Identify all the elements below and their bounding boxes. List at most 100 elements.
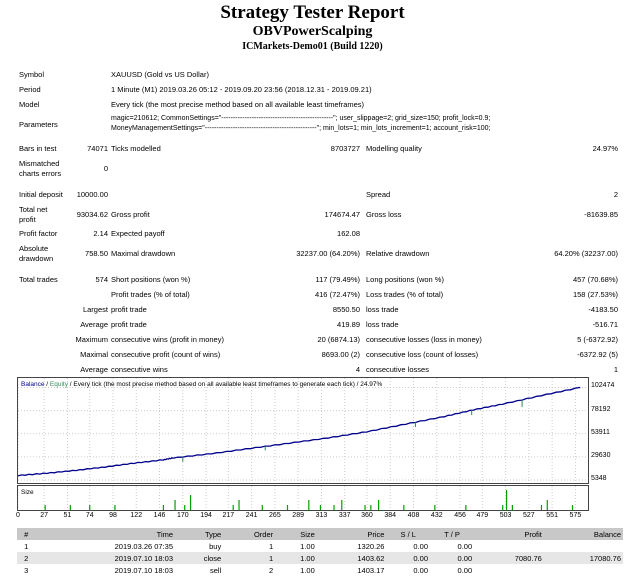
x-tick-label: 551 [546, 512, 558, 519]
short-positions-value: 117 (79.49%) [315, 275, 360, 284]
trade-cell: 7080.76 [474, 552, 544, 564]
absolute-dd-label-1: Absolute [19, 244, 49, 253]
average-profit-value: 419.89 [337, 320, 360, 329]
absolute-dd-value: 758.50 [85, 249, 108, 258]
trade-cell [544, 564, 623, 576]
consec-profit-count-label: consecutive profit (count of wins) [111, 350, 221, 359]
x-tick-label: 146 [153, 512, 166, 519]
balance-line [17, 386, 581, 477]
trade-cell: 1320.26 [357, 541, 385, 551]
mismatch-value: 0 [103, 164, 108, 173]
balance-chart: Balance / Equity / Every tick (the most … [17, 377, 589, 484]
mismatch-label-2: charts errors [19, 169, 62, 178]
trade-cell: buy [209, 541, 222, 551]
column-header: Profit [474, 528, 544, 540]
avg-consec-losses-value: 1 [613, 365, 618, 374]
bars-label: Bars in test [19, 144, 57, 153]
x-tick-label: 74 [85, 512, 94, 519]
gross-loss-value: -81639.85 [584, 210, 618, 219]
trade-cell: 3 [24, 565, 29, 575]
trade-cell: 1.00 [300, 541, 315, 551]
deposit-label: Initial deposit [19, 190, 63, 199]
column-header: Time [35, 528, 176, 540]
x-tick-label: 313 [315, 512, 328, 519]
x-tick-label: 479 [476, 512, 489, 519]
loss-trades-value: 158 (27.53%) [572, 290, 618, 299]
model-value: Every tick (the most precise method base… [111, 100, 365, 109]
column-header: Size [275, 528, 317, 540]
gross-profit-label: Gross profit [111, 210, 150, 219]
legend-separator: / [44, 381, 50, 388]
profit-trades-label: Profit trades (% of total) [111, 290, 190, 299]
column-header: Balance [543, 528, 623, 540]
trade-cell: 0.00 [457, 565, 473, 575]
expected-payoff-value: 162.08 [337, 229, 360, 238]
net-profit-value: 93034.62 [76, 210, 108, 219]
average-loss-label: loss trade [366, 320, 399, 329]
quality-label: Modelling quality [366, 144, 422, 153]
largest-loss-label: loss trade [366, 305, 399, 314]
x-tick-label: 289 [292, 512, 304, 519]
trade-row: 1 2019.03.26 07:35 buy 1 1.00 1320.26 0.00 0.00 [17, 540, 623, 552]
trade-cell: 0.00 [386, 552, 431, 564]
trade-cell: 2019.07.10 18:03 [114, 565, 174, 575]
quality-value: 24.97% [592, 144, 618, 153]
trade-cell [474, 540, 544, 552]
x-tick-label: 51 [63, 512, 72, 519]
long-positions-value: 457 (70.68%) [572, 275, 618, 284]
x-tick-label: 265 [269, 512, 281, 519]
x-tick-label: 408 [407, 512, 420, 519]
x-tick-label: 384 [384, 512, 397, 519]
trade-cell: 0.00 [457, 541, 473, 551]
spread-value: 2 [613, 190, 618, 199]
avg-consec-losses-label: consecutive losses [366, 365, 429, 374]
x-tick-label: 217 [222, 512, 235, 519]
parameters-label: Parameters [19, 120, 58, 129]
y-tick-label: 102474 [591, 382, 615, 390]
short-positions-label: Short positions (won %) [111, 275, 191, 284]
y-tick-label: 5348 [591, 475, 607, 482]
symbol-value: XAUUSD (Gold vs US Dollar) [111, 70, 209, 79]
ticks-value: 8703727 [330, 144, 360, 153]
x-tick-label: 241 [245, 512, 258, 519]
net-profit-label-2: profit [19, 215, 36, 224]
trade-cell [544, 540, 623, 552]
symbol-label: Symbol [19, 70, 45, 79]
avg-consec-wins-value: 4 [355, 365, 360, 374]
period-label: Period [19, 85, 41, 94]
bars-value: 74071 [87, 144, 108, 153]
consec-wins-money-label: consecutive wins (profit in money) [111, 335, 224, 344]
x-tick-label: 27 [40, 512, 49, 519]
ticks-label: Ticks modelled [111, 144, 161, 153]
chart-legend: Balance / Equity / Every tick (the most … [21, 380, 382, 390]
server-name: ICMarkets-Demo01 (Build 1220) [242, 41, 383, 52]
x-tick-label: 122 [130, 512, 143, 519]
period-value: 1 Minute (M1) 2019.03.26 05:12 - 2019.09… [111, 85, 372, 94]
expected-payoff-label: Expected payoff [111, 229, 165, 238]
column-header: Price [316, 528, 387, 540]
trade-cell: 0.00 [430, 552, 475, 564]
deposit-value: 10000.00 [76, 190, 108, 199]
trade-cell: 1403.17 [357, 565, 385, 575]
trade-cell: 2 [17, 552, 36, 564]
column-header: S / L [386, 528, 431, 540]
avg-consec-wins-label: consecutive wins [111, 365, 168, 374]
consec-loss-count-label: consecutive loss (count of losses) [366, 350, 479, 359]
gross-profit-value: 174674.47 [324, 210, 360, 219]
trade-cell: 2019.07.10 18:03 [35, 552, 176, 564]
model-label: Model [19, 100, 40, 109]
size-chart-title: Size [21, 489, 34, 496]
trade-row: 2 2019.07.10 18:03 close 1 1.00 1403.62 0.00 0.… [17, 552, 623, 564]
x-tick-label: 360 [361, 512, 373, 519]
x-tick-label: 456 [454, 512, 466, 519]
net-profit-label-1: Total net [19, 205, 48, 214]
spread-label: Spread [366, 190, 391, 199]
trade-cell: 1.00 [275, 552, 317, 564]
trade-cell: sell [209, 565, 222, 575]
legend-description: / Every tick (the most precise method ba… [68, 381, 383, 388]
x-tick-label: 337 [338, 512, 351, 519]
x-tick-label: 170 [176, 512, 189, 519]
trade-cell: 1.00 [300, 565, 315, 575]
consec-losses-money-value: 5 (-6372.92) [577, 335, 618, 344]
